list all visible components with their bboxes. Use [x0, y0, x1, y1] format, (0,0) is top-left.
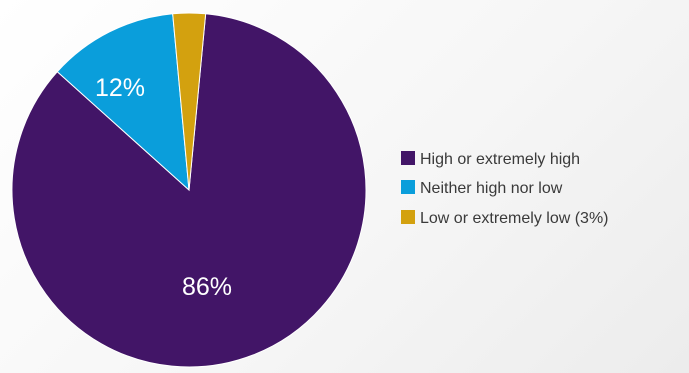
pie-slices [11, 12, 367, 368]
slice-labels: 86% 12% [95, 74, 232, 301]
legend-label-neither: Neither high nor low [420, 180, 563, 197]
legend: High or extremely high Neither high nor … [401, 151, 609, 227]
legend-swatch-neither [401, 180, 415, 194]
slice-label-neither: 12% [95, 74, 145, 102]
pie-slice-neither [56, 13, 190, 192]
pie-slice-low [172, 12, 207, 191]
slice-label-high: 86% [182, 273, 232, 301]
legend-label-low: Low or extremely low (3%) [420, 210, 609, 227]
legend-swatch-high [401, 151, 415, 165]
legend-swatch-low [401, 210, 415, 224]
legend-label-high: High or extremely high [420, 151, 580, 168]
